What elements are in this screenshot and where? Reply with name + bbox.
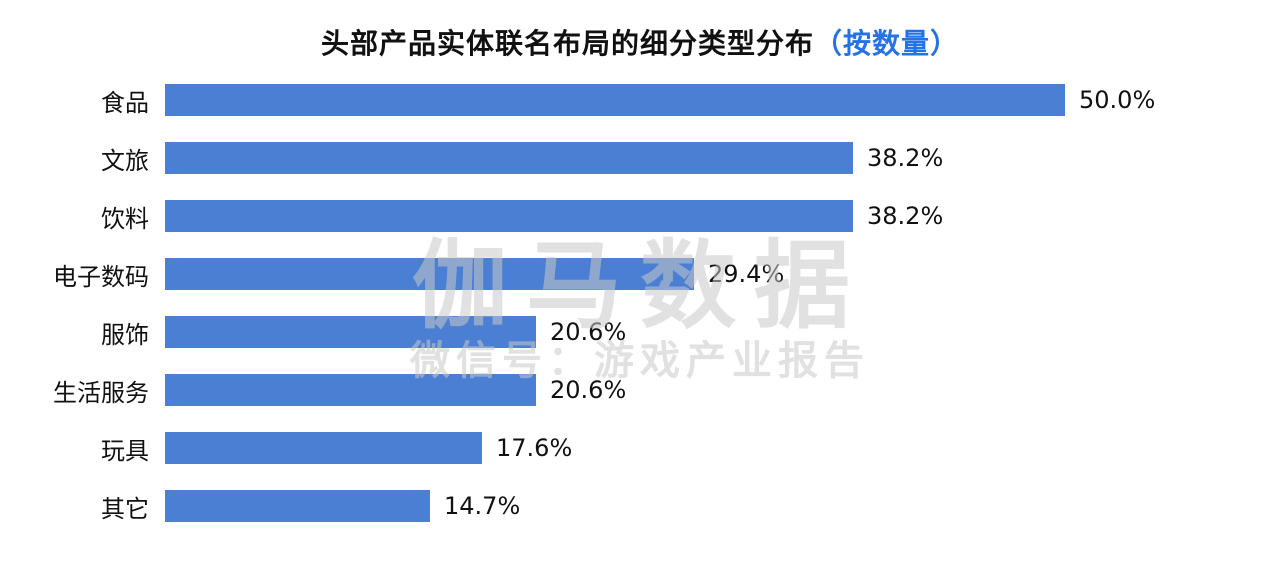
bar-track [165, 490, 430, 522]
category-label: 食品 [101, 88, 149, 117]
value-label: 20.6% [550, 376, 627, 404]
bar-track [165, 432, 482, 464]
bar-fill [165, 200, 853, 232]
bar-fill [165, 84, 1065, 116]
bar-row: 其它 14.7% [0, 490, 1280, 523]
bar-fill [165, 432, 482, 464]
value-label: 17.6% [496, 434, 573, 462]
category-label: 文旅 [101, 146, 149, 175]
bar-row: 电子数码 29.4% [0, 258, 1280, 291]
bar-track [165, 374, 536, 406]
bar-track [165, 142, 853, 174]
value-label: 50.0% [1079, 86, 1156, 114]
category-label: 服饰 [101, 320, 149, 349]
bar-row: 生活服务 20.6% [0, 374, 1280, 407]
bar-fill [165, 142, 853, 174]
bar-fill [165, 490, 430, 522]
bar-fill [165, 258, 694, 290]
bar-row: 文旅 38.2% [0, 142, 1280, 175]
value-label: 20.6% [550, 318, 627, 346]
category-label: 饮料 [101, 204, 149, 233]
category-label: 其它 [101, 494, 149, 523]
bar-fill [165, 374, 536, 406]
bar-row: 服饰 20.6% [0, 316, 1280, 349]
chart-title: 头部产品实体联名布局的细分类型分布（按数量） [0, 22, 1280, 62]
bar-row: 玩具 17.6% [0, 432, 1280, 465]
chart-title-main: 头部产品实体联名布局的细分类型分布 [320, 27, 814, 60]
bar-row: 饮料 38.2% [0, 200, 1280, 233]
value-label: 14.7% [444, 492, 521, 520]
bar-fill [165, 316, 536, 348]
category-label: 电子数码 [53, 262, 149, 291]
category-label: 生活服务 [53, 378, 149, 407]
bar-track [165, 316, 536, 348]
bar-track [165, 258, 694, 290]
category-label: 玩具 [101, 436, 149, 465]
bar-track [165, 84, 1065, 116]
bar-track [165, 200, 853, 232]
value-label: 38.2% [867, 202, 944, 230]
chart-title-accent: （按数量） [814, 27, 960, 60]
bar-chart: 伽马数据 微信号：游戏产业报告 食品 50.0% 文旅 38.2% 饮料 38.2% 电子数… [0, 78, 1280, 558]
value-label: 29.4% [708, 260, 785, 288]
bar-row: 食品 50.0% [0, 84, 1280, 117]
value-label: 38.2% [867, 144, 944, 172]
